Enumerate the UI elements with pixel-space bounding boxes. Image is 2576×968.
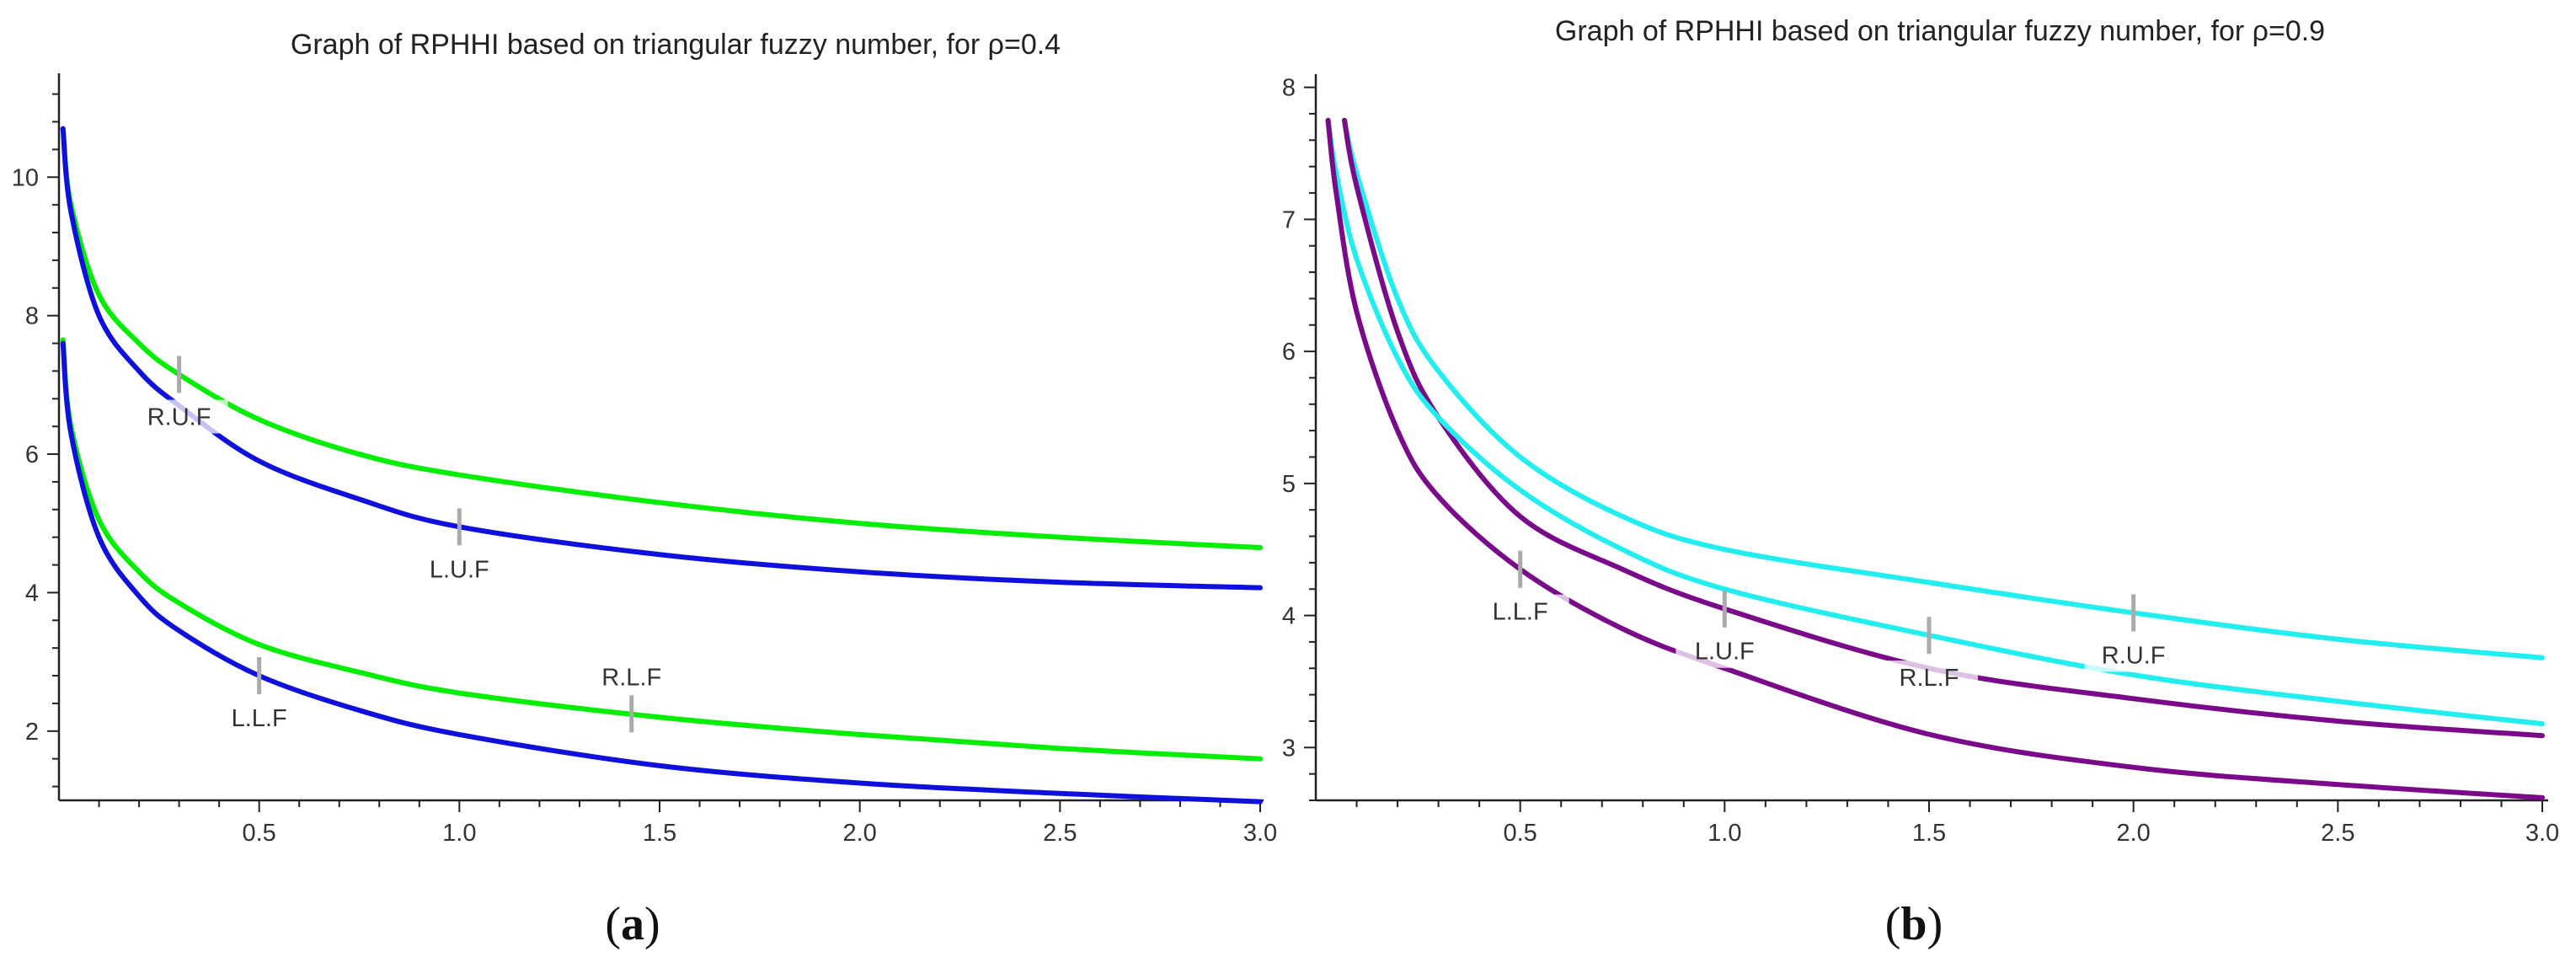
panel-b-caption-letter: b	[1900, 898, 1927, 950]
annotation-bg	[1675, 634, 1774, 668]
x-tick-label: 1.5	[1912, 820, 1946, 847]
y-tick-label: 3	[1282, 735, 1296, 762]
panel-a-annotations: R.U.F L.U.F R.L.F L.L.F	[130, 356, 681, 735]
panel-a-series-llf	[60, 340, 1263, 805]
annotation-label-luf: L.U.F	[430, 556, 489, 583]
panel-b-series-llf	[1325, 117, 2545, 800]
panel-a-series-rlf	[60, 337, 1263, 762]
x-tick-label: 3.0	[1243, 820, 1277, 847]
annotation-bg	[582, 660, 681, 694]
panel-b-series-rlf	[1325, 117, 2545, 727]
annotation-label-luf: L.U.F	[1695, 639, 1755, 666]
annotation-bg	[210, 701, 308, 735]
x-tick-label: 2.5	[1043, 820, 1077, 847]
y-tick-label: 8	[25, 303, 39, 330]
x-tick-label: 1.0	[442, 820, 476, 847]
panel-b-title: Graph of RPHHI based on triangular fuzzy…	[1555, 15, 2325, 47]
panel-b-series	[1325, 117, 2545, 800]
panel-b-axes	[1314, 74, 2548, 802]
y-tick-label: 5	[1282, 471, 1296, 498]
annotation-label-llf: L.L.F	[1493, 599, 1548, 626]
y-tick-label: 6	[25, 441, 39, 468]
x-tick-label: 1.5	[643, 820, 676, 847]
panel-b-annotations: L.L.F L.U.F R.L.F R.U.F	[1471, 550, 2183, 695]
panel-b-series-luf	[1341, 117, 2545, 739]
x-tick-label: 0.5	[1504, 820, 1537, 847]
x-tick-label: 0.5	[243, 820, 276, 847]
annotation-label-rlf: R.L.F	[601, 664, 661, 691]
panel-a-title: Graph of RPHHI based on triangular fuzzy…	[291, 29, 1061, 61]
y-tick-label: 10	[12, 164, 39, 191]
panel-b-ticks: 0.5 1.0 1.5 2.0 2.5 3.0 3 4 5 6 7 8	[1282, 75, 2559, 847]
annotation-bg	[1880, 660, 1978, 695]
annotation-bg	[2084, 638, 2183, 672]
y-tick-label: 4	[1282, 603, 1296, 630]
panel-a: Graph of RPHHI based on triangular fuzzy…	[12, 29, 1277, 950]
annotation-label-ruf: R.U.F	[2102, 642, 2166, 669]
x-tick-label: 3.0	[2525, 820, 2559, 847]
panel-a-caption-letter: a	[621, 898, 644, 950]
y-tick-label: 4	[25, 580, 39, 607]
annotation-bg	[1471, 594, 1569, 628]
x-tick-label: 2.0	[843, 820, 877, 847]
y-tick-label: 7	[1282, 206, 1296, 233]
annotation-label-rlf: R.L.F	[1900, 665, 1959, 692]
y-tick-label: 6	[1282, 339, 1296, 366]
annotation-bg	[410, 552, 509, 586]
x-tick-label: 2.5	[2321, 820, 2354, 847]
annotation-bg	[130, 399, 228, 434]
panel-a-series-luf	[60, 126, 1263, 591]
panel-a-series	[60, 126, 1263, 805]
y-tick-label: 2	[25, 719, 39, 746]
y-tick-label: 8	[1282, 75, 1296, 102]
panel-b-caption: (b)	[1885, 898, 1943, 950]
panel-b: Graph of RPHHI based on triangular fuzzy…	[1282, 15, 2559, 950]
annotation-label-llf: L.L.F	[232, 705, 287, 732]
panel-a-ticks: 0.5 1.0 1.5 2.0 2.5 3.0 2 4 6 8 10	[12, 93, 1277, 847]
x-tick-label: 2.0	[2117, 820, 2151, 847]
panel-a-series-ruf	[60, 126, 1263, 551]
annotation-label-ruf: R.U.F	[147, 404, 211, 431]
panel-a-caption: (a)	[605, 898, 660, 950]
x-tick-label: 1.0	[1708, 820, 1741, 847]
panel-b-series-ruf	[1341, 117, 2545, 660]
